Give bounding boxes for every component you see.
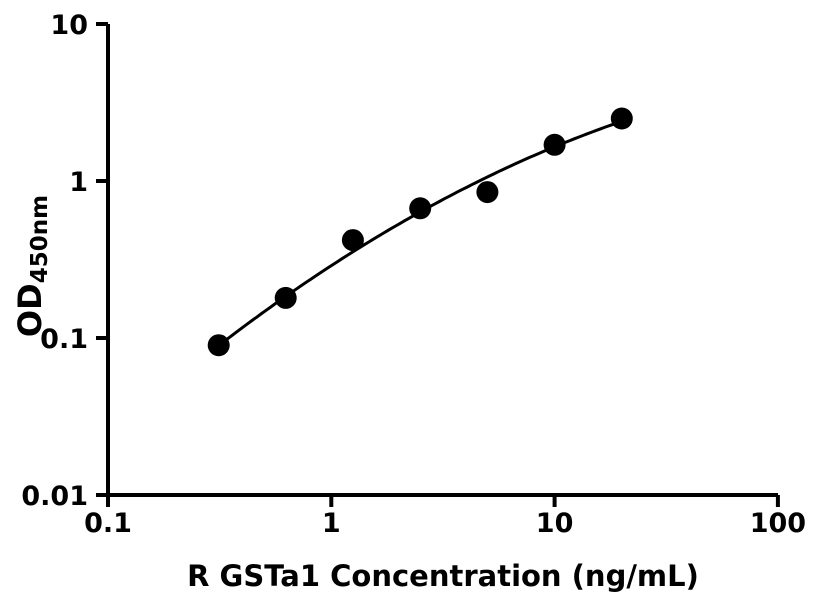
y-tick-label: 0.01 <box>21 481 88 512</box>
y-axis-title-wrap: OD450nm <box>6 160 58 372</box>
x-tick-label: 100 <box>750 508 806 539</box>
data-point <box>610 107 633 130</box>
data-point <box>341 229 364 252</box>
y-axis-title: OD450nm <box>11 195 53 337</box>
data-point <box>274 286 297 309</box>
y-tick-label: 0.1 <box>40 324 88 355</box>
data-point <box>207 334 230 357</box>
data-point <box>409 197 432 220</box>
data-point <box>476 181 499 204</box>
x-axis-title: R GSTa1 Concentration (ng/mL) <box>187 559 699 593</box>
x-tick-label: 10 <box>536 508 574 539</box>
y-tick-label: 10 <box>50 10 88 41</box>
y-axis-title-main: OD <box>11 283 49 338</box>
x-tick-label: 0.1 <box>84 508 132 539</box>
fit-curve <box>216 119 623 349</box>
axes-frame <box>106 24 778 497</box>
x-tick-label: 1 <box>322 508 341 539</box>
y-axis-title-subscript: 450nm <box>27 194 53 284</box>
y-tick-label: 1 <box>69 167 88 198</box>
data-point <box>543 133 566 156</box>
